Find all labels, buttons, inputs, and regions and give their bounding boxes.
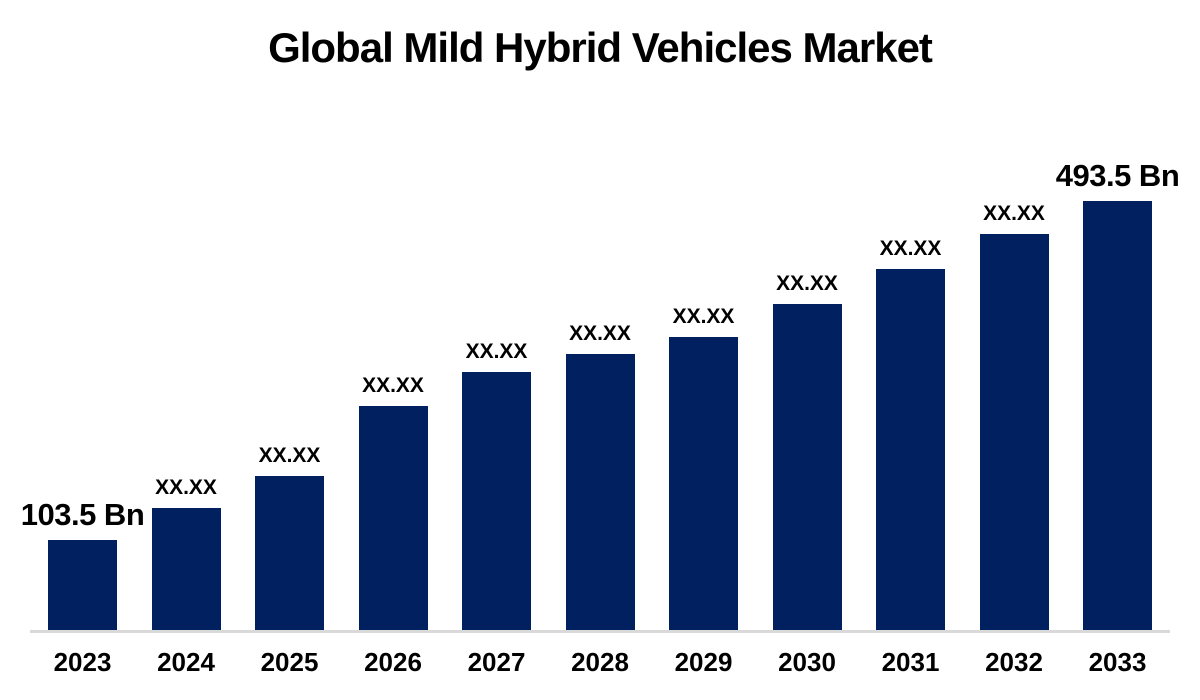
bar-2032 xyxy=(979,234,1049,630)
bar-value-label-2030: XX.XX xyxy=(776,272,838,295)
bar-value-label-2023: 103.5 Bn xyxy=(20,497,145,532)
x-axis-tick-label-2030: 2030 xyxy=(778,647,836,677)
bar-value-label-2026: XX.XX xyxy=(362,374,424,397)
bar-value-label-2028: XX.XX xyxy=(569,322,631,345)
bar-2030 xyxy=(772,304,842,630)
bar-value-label-2031: XX.XX xyxy=(879,237,942,260)
x-axis-tick-label-2025: 2025 xyxy=(260,647,319,677)
bar-2033 xyxy=(1083,201,1152,630)
bar-2026 xyxy=(358,406,428,630)
bar-value-label-2033: 493.5 Bn xyxy=(1055,158,1180,193)
x-axis-tick-label-2027: 2027 xyxy=(467,647,526,677)
bar-value-label-2024: XX.XX xyxy=(155,476,217,499)
bar-2027 xyxy=(462,372,531,630)
x-axis-tick-label-2031: 2031 xyxy=(881,647,940,677)
x-axis-tick-label-2024: 2024 xyxy=(157,647,215,677)
bar-value-label-2029: XX.XX xyxy=(672,305,735,328)
bar-value-label-2025: XX.XX xyxy=(258,444,321,467)
bar-2031 xyxy=(876,269,945,630)
bar-2025 xyxy=(255,476,324,630)
bar-value-label-2027: XX.XX xyxy=(465,340,528,363)
x-axis-line xyxy=(30,630,1170,633)
chart-title: Global Mild Hybrid Vehicles Market xyxy=(268,24,933,71)
x-axis-tick-label-2023: 2023 xyxy=(53,647,112,677)
bar-2023 xyxy=(48,540,117,630)
bar-2024 xyxy=(151,508,221,630)
bar-value-label-2032: XX.XX xyxy=(983,202,1045,225)
x-axis-tick-label-2029: 2029 xyxy=(674,647,733,677)
bar-2029 xyxy=(669,337,738,630)
bar-2028 xyxy=(565,354,635,630)
x-axis-tick-label-2028: 2028 xyxy=(571,647,629,677)
x-axis-tick-label-2033: 2033 xyxy=(1088,647,1147,677)
x-axis-tick-label-2026: 2026 xyxy=(364,647,422,677)
x-axis-tick-label-2032: 2032 xyxy=(985,647,1043,677)
